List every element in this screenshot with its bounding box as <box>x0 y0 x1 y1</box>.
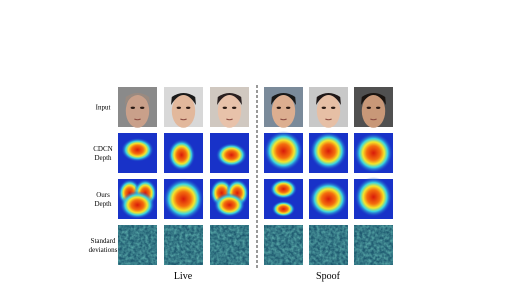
cdcn-depth-blob <box>309 131 348 171</box>
ours-depth-blob <box>269 179 298 199</box>
eye <box>139 106 145 110</box>
std-noise <box>118 225 157 265</box>
group-label: Spoof <box>316 271 341 282</box>
hair <box>271 93 296 105</box>
eye <box>130 106 136 110</box>
row-label: Standard <box>91 237 116 245</box>
face <box>316 94 341 128</box>
ours-depth-blob <box>309 181 348 217</box>
row-label: deviations <box>89 246 118 254</box>
hair <box>361 93 386 105</box>
eye <box>375 106 381 110</box>
eye <box>321 106 327 110</box>
row-label: CDCN <box>93 145 112 153</box>
eye <box>176 106 182 110</box>
ours-depth-blob <box>213 193 246 217</box>
eye <box>285 106 291 110</box>
cdcn-depth-blob <box>354 133 393 173</box>
face <box>217 94 242 128</box>
row-label: Depth <box>94 154 112 162</box>
cdcn-depth-blob <box>121 137 154 162</box>
ours-depth-blob <box>119 191 156 219</box>
mouth <box>134 118 141 121</box>
mouth <box>226 118 233 121</box>
ours-depth-blob <box>163 178 204 220</box>
hair <box>125 93 150 105</box>
std-noise <box>264 225 303 265</box>
mouth <box>180 118 187 121</box>
face <box>361 94 386 128</box>
hair <box>217 93 242 105</box>
row-label: Ours <box>96 191 110 199</box>
ours-depth-blob <box>354 177 393 217</box>
face <box>171 94 196 128</box>
std-noise <box>309 225 348 265</box>
eye <box>276 106 282 110</box>
eye <box>366 106 372 110</box>
cdcn-depth-blob <box>215 143 248 167</box>
group-label: Live <box>174 271 193 282</box>
mouth <box>280 118 287 121</box>
std-noise <box>210 225 249 265</box>
row-label: Depth <box>94 200 112 208</box>
hair <box>171 93 196 105</box>
face <box>271 94 296 128</box>
face <box>125 94 150 128</box>
row-label: Input <box>96 104 111 112</box>
cdcn-depth-blob <box>167 139 196 171</box>
ours-depth-blob <box>271 201 296 217</box>
std-noise <box>354 225 393 265</box>
mouth <box>370 118 377 121</box>
eye <box>222 106 228 110</box>
mouth <box>325 118 332 121</box>
hair <box>316 93 341 105</box>
eye <box>231 106 237 110</box>
std-noise <box>164 225 203 265</box>
eye <box>185 106 191 110</box>
cdcn-depth-blob <box>264 131 303 171</box>
eye <box>330 106 336 110</box>
